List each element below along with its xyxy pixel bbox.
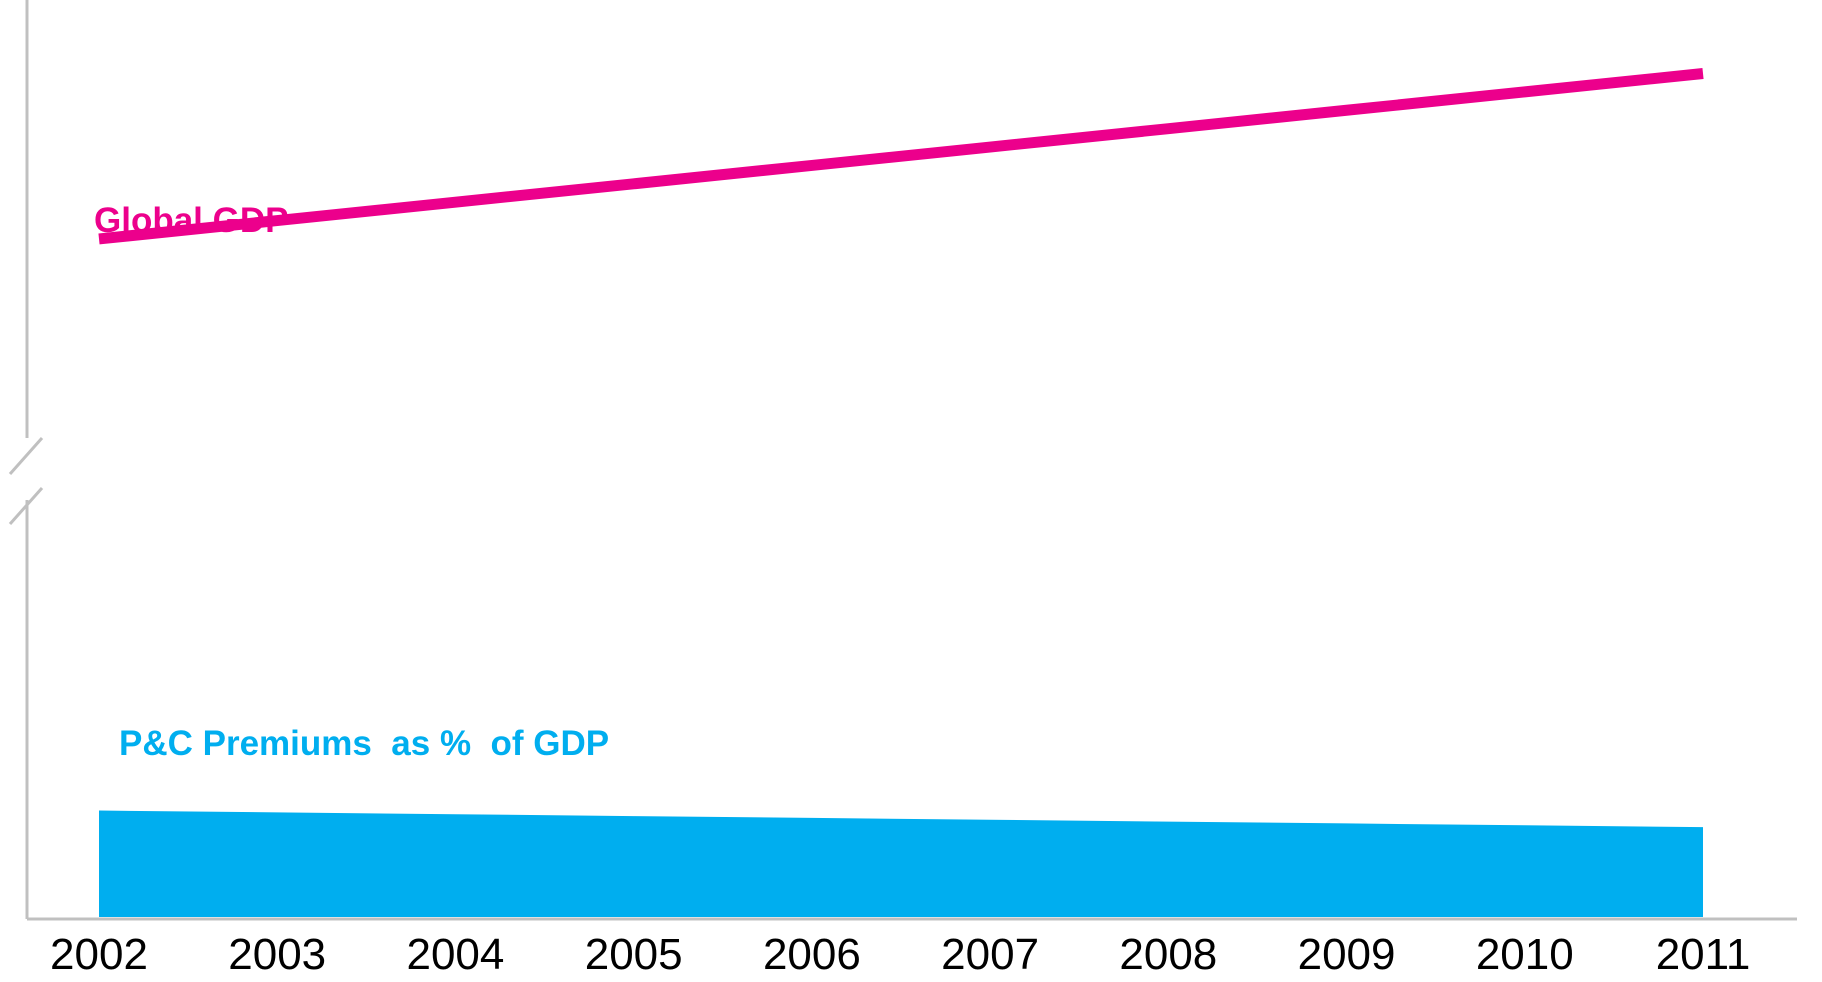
x-tick-label-2011: 2011 — [1656, 930, 1751, 979]
x-tick-label-2008: 2008 — [1119, 930, 1217, 979]
x-tick-label-2002: 2002 — [50, 930, 148, 979]
x-tick-label-2003: 2003 — [228, 930, 326, 979]
label-global-gdp: Global GDP — [94, 201, 288, 240]
x-tick-label-2007: 2007 — [941, 930, 1039, 979]
y-axis-break-mark-upper — [8, 437, 44, 475]
y-axis-break-mark-lower — [8, 487, 44, 525]
series-area-premiums — [99, 810, 1703, 917]
axes: 2002 2003 2004 2005 2006 2007 2008 2009 2010 2011 — [8, 0, 1797, 979]
label-pc-premiums: P&C Premiums as % of GDP — [119, 724, 609, 763]
x-tick-label-2010: 2010 — [1476, 930, 1574, 979]
x-tick-label-2006: 2006 — [763, 930, 861, 979]
label-layer: Global GDP P&C Premiums as % of GDP — [94, 201, 609, 763]
series-line-gdp — [98, 68, 1704, 245]
series-layer — [98, 68, 1704, 917]
x-tick-label-2009: 2009 — [1298, 930, 1396, 979]
x-tick-label-2005: 2005 — [585, 930, 683, 979]
x-tick-label-2004: 2004 — [406, 930, 504, 979]
